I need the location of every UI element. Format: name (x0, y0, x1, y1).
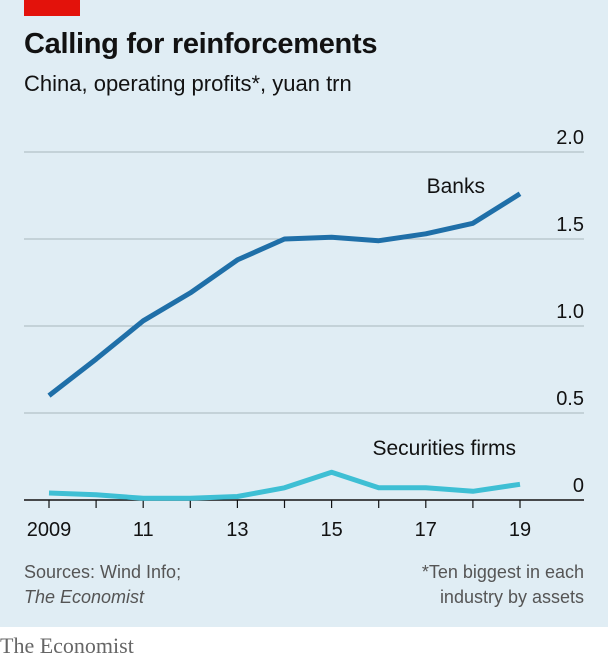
x-tick-label-2: 13 (226, 519, 248, 541)
x-tick-label-5: 19 (509, 519, 531, 541)
x-tick-label-1: 11 (133, 519, 154, 541)
series-labels: Banks Securities firms (372, 175, 516, 460)
chart-panel (0, 0, 608, 627)
series-line-securities-firms (48, 469, 521, 501)
y-tick-label-1: 0.5 (556, 388, 584, 410)
chart-title: Calling for reinforcements (24, 28, 378, 60)
series-line-banks (47, 191, 522, 398)
x-axis-labels: 2009 11 13 15 17 19 (27, 519, 531, 541)
y-tick-label-4: 2.0 (556, 127, 584, 149)
x-tick-label-4: 17 (415, 519, 437, 541)
y-axis-labels: 0 0.5 1.0 1.5 2.0 (556, 127, 584, 497)
chart-subtitle: China, operating profits*, yuan trn (24, 71, 352, 96)
series-label-banks: Banks (427, 175, 485, 198)
source-publication: The Economist (24, 587, 145, 607)
brand-tag (24, 0, 80, 16)
x-axis-ticks (48, 500, 521, 508)
footnote-line-2: industry by assets (439, 587, 584, 607)
series-label-securities-firms: Securities firms (372, 437, 516, 460)
y-tick-label-3: 1.5 (556, 214, 584, 236)
brand-wordmark: The Economist (0, 633, 134, 658)
source-text: Sources: Wind Info; (24, 562, 182, 582)
series-lines (47, 191, 522, 501)
x-tick-label-3: 15 (320, 519, 342, 541)
x-tick-label-0: 2009 (27, 519, 72, 541)
source-note: Sources: Wind Info; The Economist (24, 560, 181, 610)
footnote-line-1: *Ten biggest in each (421, 562, 584, 582)
y-tick-label-2: 1.0 (556, 301, 584, 323)
y-tick-label-0: 0 (573, 475, 584, 497)
footnote: *Ten biggest in each industry by assets (422, 560, 584, 610)
line-chart: 0 0.5 1.0 1.5 2.0 2009 11 13 15 17 19 Banks Securi… (24, 127, 584, 541)
gridlines (24, 151, 584, 501)
